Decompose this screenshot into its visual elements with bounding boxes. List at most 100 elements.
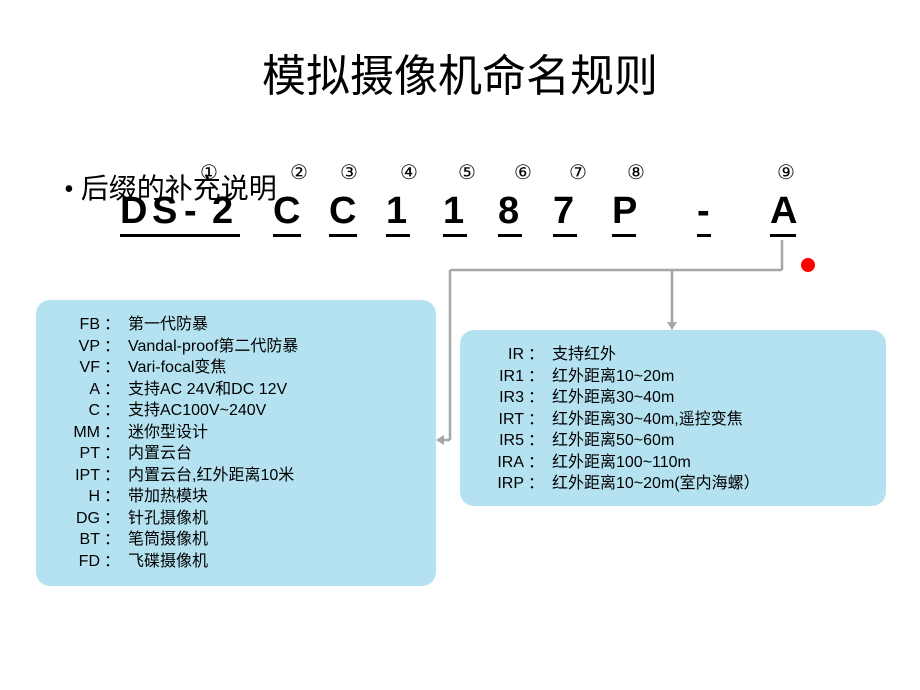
definition-value: Vari-focal变焦 (128, 357, 420, 379)
definition-row: PT：内置云台 (48, 443, 420, 465)
definition-row: H：带加热模块 (48, 486, 420, 508)
definition-value: 针孔摄像机 (128, 508, 420, 530)
definition-key: MM (48, 422, 100, 444)
definition-row: VP：Vandal-proof第二代防暴 (48, 336, 420, 358)
definition-key: IR1 (472, 366, 524, 388)
circled-number: ① (200, 160, 218, 185)
definition-value: 支持AC100V~240V (128, 400, 420, 422)
circled-number: ⑧ (627, 160, 645, 185)
definition-colon: ： (100, 357, 128, 379)
definition-colon: ： (524, 344, 552, 366)
model-char: D (120, 190, 147, 233)
model-underline (498, 234, 522, 237)
model-char: 1 (386, 190, 407, 233)
definition-colon: ： (100, 443, 128, 465)
model-char: C (273, 190, 300, 233)
definition-value: 迷你型设计 (128, 422, 420, 444)
definition-colon: ： (100, 314, 128, 336)
definition-key: FB (48, 314, 100, 336)
definition-key: PT (48, 443, 100, 465)
definition-colon: ： (100, 486, 128, 508)
definition-row: IRT：红外距离30~40m,遥控变焦 (472, 409, 870, 431)
circled-number: ③ (340, 160, 358, 185)
definition-row: IR：支持红外 (472, 344, 870, 366)
model-code-row: DS-2CC1187P-A (0, 190, 920, 240)
model-underline (770, 234, 796, 237)
definition-value: 红外距离10~20m (552, 366, 870, 388)
model-char: - (184, 190, 197, 233)
model-underline (697, 234, 711, 237)
definition-row: A：支持AC 24V和DC 12V (48, 379, 420, 401)
definition-key: C (48, 400, 100, 422)
definition-value: 内置云台,红外距离10米 (128, 465, 420, 487)
model-char: 2 (212, 190, 233, 233)
circled-number: ⑦ (569, 160, 587, 185)
definition-value: 第一代防暴 (128, 314, 420, 336)
model-char: 1 (443, 190, 464, 233)
definition-colon: ： (100, 400, 128, 422)
definition-value: Vandal-proof第二代防暴 (128, 336, 420, 358)
model-char: P (612, 190, 637, 233)
model-underline (612, 234, 636, 237)
definition-colon: ： (100, 465, 128, 487)
definition-row: IR5：红外距离50~60m (472, 430, 870, 452)
definition-value: 支持红外 (552, 344, 870, 366)
definition-colon: ： (100, 336, 128, 358)
definition-row: IR1：红外距离10~20m (472, 366, 870, 388)
definition-row: FB：第一代防暴 (48, 314, 420, 336)
suffix-definitions-right: IR：支持红外IR1：红外距离10~20mIR3：红外距离30~40mIRT：红… (460, 330, 886, 506)
definition-key: IRP (472, 473, 524, 495)
definition-colon: ： (524, 430, 552, 452)
definition-value: 红外距离50~60m (552, 430, 870, 452)
definition-colon: ： (100, 422, 128, 444)
model-underline (386, 234, 410, 237)
definition-value: 内置云台 (128, 443, 420, 465)
definition-colon: ： (524, 409, 552, 431)
definition-row: VF：Vari-focal变焦 (48, 357, 420, 379)
definition-value: 红外距离30~40m,遥控变焦 (552, 409, 870, 431)
definition-key: DG (48, 508, 100, 530)
model-underline (553, 234, 577, 237)
definition-colon: ： (100, 508, 128, 530)
definition-key: VF (48, 357, 100, 379)
circled-number: ⑤ (458, 160, 476, 185)
definition-key: A (48, 379, 100, 401)
definition-key: FD (48, 551, 100, 573)
model-underline (273, 234, 301, 237)
model-char: S (152, 190, 177, 233)
suffix-definitions-left: FB：第一代防暴VP：Vandal-proof第二代防暴VF：Vari-foca… (36, 300, 436, 586)
page-title: 模拟摄像机命名规则 (0, 40, 920, 104)
definition-row: MM：迷你型设计 (48, 422, 420, 444)
circled-number: ⑨ (777, 160, 795, 185)
definition-key: IR (472, 344, 524, 366)
model-char: - (697, 190, 710, 233)
definition-key: VP (48, 336, 100, 358)
definition-row: IRP：红外距离10~20m(室内海螺） (472, 473, 870, 495)
definition-colon: ： (100, 551, 128, 573)
model-char: A (770, 190, 797, 233)
circled-number: ④ (400, 160, 418, 185)
circled-number-row: ①②③④⑤⑥⑦⑧⑨ (0, 160, 920, 190)
definition-key: IRT (472, 409, 524, 431)
definition-value: 笔筒摄像机 (128, 529, 420, 551)
definition-colon: ： (100, 379, 128, 401)
definition-colon: ： (524, 452, 552, 474)
definition-value: 支持AC 24V和DC 12V (128, 379, 420, 401)
definition-value: 红外距离10~20m(室内海螺） (552, 473, 870, 495)
definition-row: IRA：红外距离100~110m (472, 452, 870, 474)
circled-number: ⑥ (514, 160, 532, 185)
model-char: 8 (498, 190, 519, 233)
definition-colon: ： (524, 473, 552, 495)
definition-key: IPT (48, 465, 100, 487)
model-underline (120, 234, 240, 237)
red-dot-marker (801, 258, 815, 272)
definition-value: 带加热模块 (128, 486, 420, 508)
definition-row: IPT：内置云台,红外距离10米 (48, 465, 420, 487)
model-underline (443, 234, 467, 237)
definition-value: 飞碟摄像机 (128, 551, 420, 573)
definition-row: FD：飞碟摄像机 (48, 551, 420, 573)
definition-row: BT：笔筒摄像机 (48, 529, 420, 551)
definition-value: 红外距离30~40m (552, 387, 870, 409)
model-char: 7 (553, 190, 574, 233)
definition-key: H (48, 486, 100, 508)
